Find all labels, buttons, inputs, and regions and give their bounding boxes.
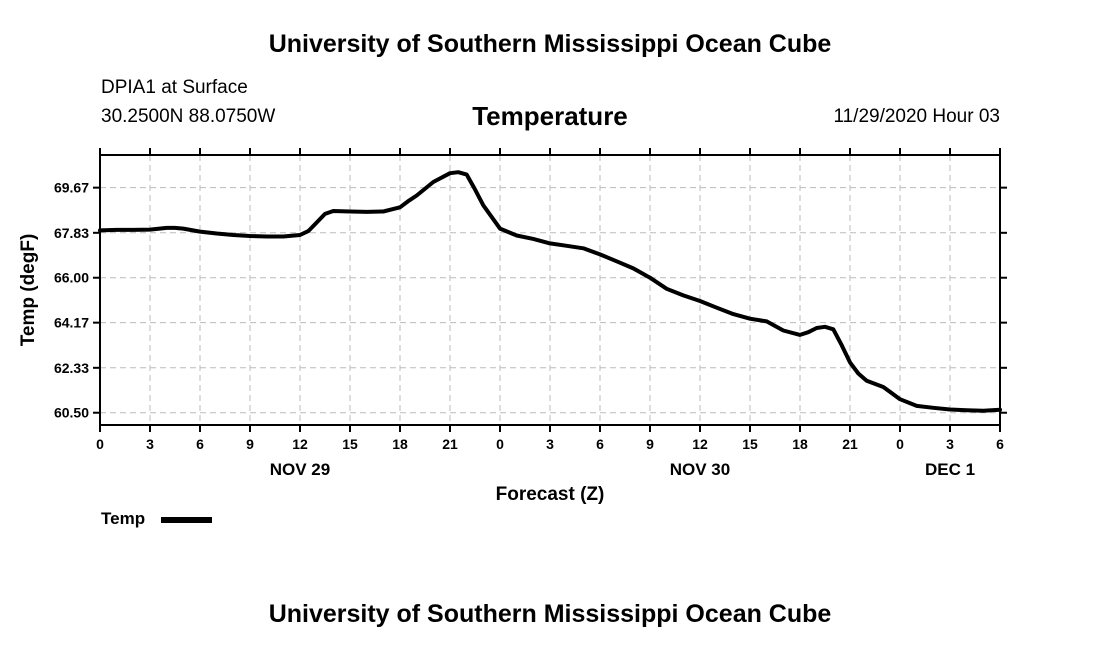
x-tick-label: 0 [896,436,904,452]
x-tick-label: 18 [392,436,408,452]
axis-ticks [93,148,1007,432]
x-tick-label: 9 [246,436,254,452]
y-tick-label: 62.33 [54,360,89,376]
x-tick-label: 6 [996,436,1004,452]
x-tick-label: 6 [596,436,604,452]
x-tick-label: 3 [546,436,554,452]
legend-swatch [161,517,212,523]
station-label: DPIA1 at Surface [101,77,248,98]
x-tick-label: 12 [292,436,308,452]
date-label: NOV 29 [270,460,330,479]
y-tick-label: 66.00 [54,270,89,286]
grid-lines [100,155,1000,425]
y-tick-label: 67.83 [54,225,89,241]
top-title: University of Southern Mississippi Ocean… [268,30,832,58]
x-tick-label: 12 [692,436,708,452]
chart-title: Temperature [472,101,628,131]
coordinates-label: 30.2500N 88.0750W [101,106,276,127]
y-axis-title: Temp (degF) [18,234,39,347]
y-tick-label: 69.67 [54,180,89,196]
date-label: NOV 30 [670,460,730,479]
x-tick-label: 0 [96,436,104,452]
x-tick-label: 15 [342,436,358,452]
axis-labels: 60.50 62.33 64.17 66.00 67.83 69.67 0 3 6 9 12 15 18… [54,180,1004,479]
x-tick-label: 6 [196,436,204,452]
datetime-label: 11/29/2020 Hour 03 [833,106,1000,127]
y-tick-label: 64.17 [54,315,89,331]
x-axis-title: Forecast (Z) [496,484,605,505]
x-tick-label: 0 [496,436,504,452]
x-tick-label: 21 [842,436,858,452]
x-tick-label: 3 [946,436,954,452]
x-tick-label: 21 [442,436,458,452]
x-tick-label: 15 [742,436,758,452]
x-tick-label: 9 [646,436,654,452]
legend-label: Temp [101,509,146,528]
y-tick-label: 60.50 [54,405,89,421]
bottom-title: University of Southern Mississippi Ocean… [268,600,832,628]
temp-series-line [98,170,1002,413]
x-tick-label: 3 [146,436,154,452]
x-tick-label: 18 [792,436,808,452]
date-label: DEC 1 [925,460,975,479]
